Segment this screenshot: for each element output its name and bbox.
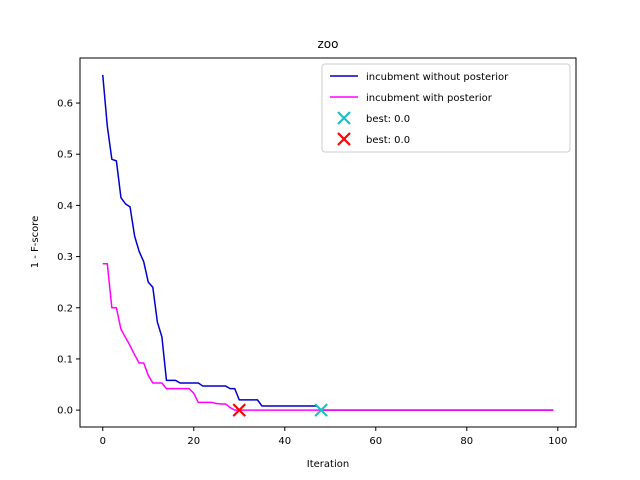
y-tick-label: 0.2 — [57, 303, 73, 314]
x-axis-label: Iteration — [307, 459, 349, 470]
y-axis-label: 1 - F-score — [30, 216, 41, 269]
legend-label: best: 0.0 — [366, 114, 410, 125]
y-tick-label: 0.5 — [57, 150, 73, 161]
legend-label: incubment with posterior — [366, 93, 493, 104]
legend-marker-1 — [337, 132, 351, 146]
axes-frame — [79, 57, 577, 428]
legend-label: best: 0.0 — [366, 135, 410, 146]
y-tick-label: 0.4 — [57, 201, 73, 212]
x-tick-label: 60 — [369, 436, 382, 447]
legend: incubment without posterior incubment wit… — [321, 63, 571, 153]
x-tick-label: 80 — [460, 436, 473, 447]
series-line-0 — [102, 74, 554, 411]
y-tick-label: 0.6 — [57, 99, 73, 110]
best-marker-0 — [314, 403, 328, 417]
series-line-1 — [102, 262, 554, 411]
chart-title: zoo — [318, 37, 339, 51]
legend-box — [321, 63, 571, 153]
legend-label: incubment without posterior — [366, 72, 509, 83]
y-tick-label: 0.1 — [57, 354, 73, 365]
plot-area: 0 20 40 60 80 100 0.0 0.1 0.2 0.3 0.4 0.5 0.6 — [57, 57, 577, 447]
y-tick-label: 0.0 — [57, 406, 73, 417]
x-tick-label: 20 — [187, 436, 200, 447]
x-tick-label: 100 — [548, 436, 567, 447]
y-tick-label: 0.3 — [57, 252, 73, 263]
legend-marker-0 — [337, 111, 351, 125]
best-marker-1 — [232, 403, 247, 417]
x-tick-label: 0 — [100, 436, 106, 447]
x-tick-label: 40 — [278, 436, 291, 447]
